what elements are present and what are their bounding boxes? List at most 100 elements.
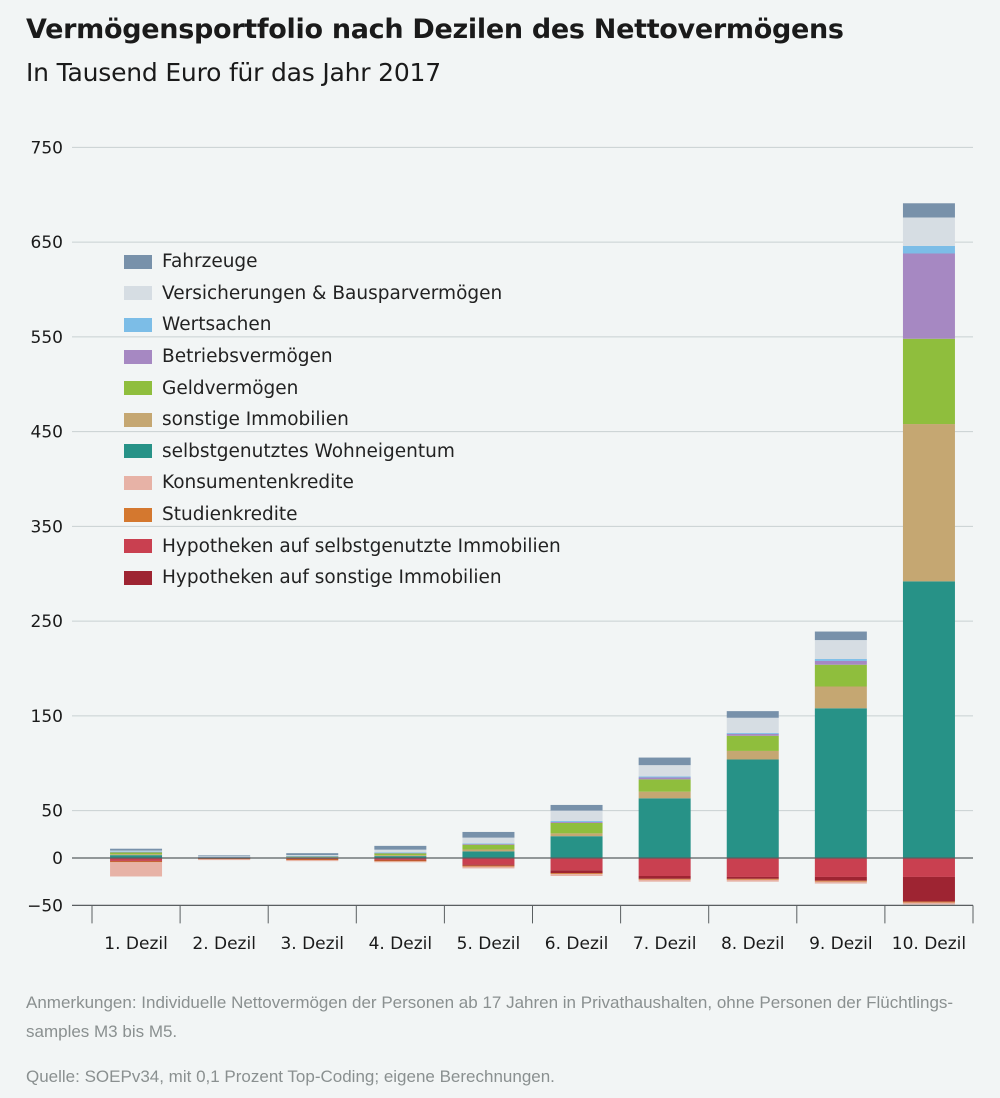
y-tick-label: 750 <box>31 138 63 158</box>
bar-stack <box>374 845 427 863</box>
legend-item: selbstgenutztes Wohneigentum <box>124 436 561 468</box>
bar-segment <box>902 338 955 425</box>
bar-stack <box>902 203 955 905</box>
y-tick-label: 550 <box>31 328 63 348</box>
legend-item: Betriebsvermögen <box>124 341 561 373</box>
y-tick-label: 150 <box>31 707 63 727</box>
bar-segment <box>814 881 867 884</box>
bar-segment <box>726 878 779 880</box>
bar-segment <box>726 732 779 734</box>
legend-item: Versicherungen & Bausparvermögen <box>124 278 561 310</box>
bar-stack <box>726 711 779 882</box>
legend-label: Betriebsvermögen <box>162 346 333 368</box>
legend-swatch <box>124 254 152 269</box>
legend-label: Konsumentenkredite <box>162 472 354 494</box>
bar-segment <box>726 717 779 733</box>
bar-segment <box>198 856 251 858</box>
bar-segment <box>374 853 427 856</box>
bar-segment <box>638 757 691 766</box>
x-tick-label: 3. Dezil <box>280 934 344 954</box>
bar-segment <box>374 845 427 850</box>
bar-segment <box>374 860 427 862</box>
bar-segment <box>726 735 779 751</box>
bar-segment <box>550 874 603 877</box>
note-quelle: Quelle: SOEPv34, mit 0,1 Prozent Top-Cod… <box>26 1067 555 1086</box>
legend-swatch <box>124 507 152 522</box>
bar-segment <box>550 822 603 834</box>
bar-segment <box>286 859 339 861</box>
bar-segment <box>374 858 427 860</box>
bar-segment <box>550 873 603 875</box>
legend-label: Geldvermögen <box>162 377 299 399</box>
bar-segment <box>462 831 515 838</box>
bar-segment <box>462 864 515 866</box>
bar-segment <box>374 856 427 858</box>
bar-segment <box>462 865 515 867</box>
x-tick-label: 10. Dezil <box>892 934 966 954</box>
legend-item: sonstige Immobilien <box>124 404 561 436</box>
legend-swatch <box>124 539 152 554</box>
bar-segment <box>198 856 251 857</box>
legend-label: Hypotheken auf sonstige Immobilien <box>162 567 502 589</box>
bar-segment <box>902 902 955 905</box>
chart-legend: Fahrzeuge Versicherungen & Bausparvermöge… <box>124 246 561 594</box>
bar-segment <box>286 856 339 857</box>
x-tick-label: 2. Dezil <box>192 934 256 954</box>
bar-segment <box>638 858 691 877</box>
bar-segment <box>726 879 779 882</box>
bar-segment <box>550 821 603 823</box>
legend-swatch <box>124 475 152 490</box>
legend-swatch <box>124 349 152 364</box>
bar-segment <box>462 866 515 869</box>
bar-segment <box>110 850 163 852</box>
bar-segment <box>902 581 955 858</box>
x-tick-label: 4. Dezil <box>369 934 433 954</box>
bar-segment <box>286 855 339 857</box>
bar-segment <box>374 849 427 853</box>
bar-segment <box>110 852 163 855</box>
bar-segment <box>814 631 867 641</box>
bar-segment <box>550 810 603 822</box>
bar-segment <box>638 765 691 777</box>
bar-segment <box>814 876 867 881</box>
bar-segment <box>198 859 251 861</box>
bar-segment <box>814 858 867 877</box>
bar-segment <box>110 855 163 858</box>
bar-stack <box>638 757 691 882</box>
bar-segment <box>550 858 603 871</box>
legend-item: Hypotheken auf selbstgenutzte Immobilien <box>124 530 561 562</box>
bar-segment <box>462 844 515 850</box>
bar-segment <box>814 664 867 687</box>
bar-segment <box>374 861 427 863</box>
bar-segment <box>638 879 691 882</box>
x-axis: 1. Dezil 2. Dezil 3. Dezil 4. Dezil 5. Dezil… <box>72 857 974 954</box>
bar-segment <box>814 640 867 660</box>
y-tick-label: 650 <box>31 233 63 253</box>
bar-segment <box>462 843 515 844</box>
bar-segment <box>726 750 779 760</box>
bar-stacks <box>110 203 955 905</box>
bar-segment <box>902 203 955 218</box>
bar-segment <box>198 858 251 860</box>
x-tick-label: 9. Dezil <box>809 934 873 954</box>
bar-segment <box>902 858 955 877</box>
legend-label: Studienkredite <box>162 504 298 526</box>
legend-label: sonstige Immobilien <box>162 409 349 431</box>
bar-segment <box>638 798 691 858</box>
bar-segment <box>286 860 339 862</box>
bar-segment <box>902 217 955 246</box>
bar-segment <box>462 851 515 858</box>
bar-segment <box>462 849 515 852</box>
bar-segment <box>110 854 163 856</box>
bar-segment <box>902 901 955 903</box>
chart-title: Vermögensportfolio nach Dezilen des Nett… <box>26 14 844 45</box>
bar-segment <box>726 759 779 858</box>
legend-swatch <box>124 444 152 459</box>
bar-segment <box>638 878 691 880</box>
bar-segment <box>814 686 867 709</box>
x-tick-label: 7. Dezil <box>633 934 697 954</box>
bar-stack <box>110 848 163 877</box>
bar-segment <box>550 870 603 874</box>
bar-segment <box>638 876 691 879</box>
legend-label: Wertsachen <box>162 314 272 336</box>
